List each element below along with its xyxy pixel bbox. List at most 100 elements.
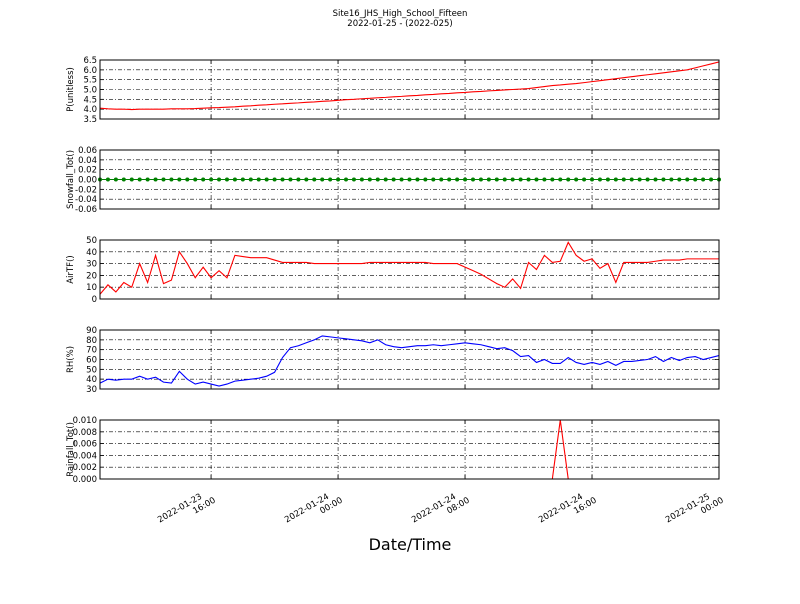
x-tick-label: 2022-01-2316:00	[156, 487, 217, 534]
x-axis-label: Date/Time	[369, 535, 452, 554]
y-axis-label: P(unitless)	[66, 67, 76, 112]
data-point	[280, 177, 285, 182]
y-tick-label: 0.00	[78, 176, 97, 186]
y-tick-label: 0.010	[73, 416, 97, 426]
data-point	[439, 177, 444, 182]
data-point	[201, 177, 206, 182]
data-point	[463, 177, 468, 182]
data-point	[447, 177, 452, 182]
y-tick-label: -0.04	[75, 195, 97, 205]
y-tick-label: 0.02	[78, 166, 97, 176]
data-point	[709, 177, 714, 182]
y-tick-label: 4.0	[83, 105, 97, 115]
y-axis-label: AirTF()	[66, 255, 76, 283]
data-point	[590, 177, 595, 182]
y-tick-label: 0	[92, 295, 97, 305]
data-point	[296, 177, 301, 182]
y-tick-label: 80	[86, 336, 97, 346]
x-tick-label: 2022-01-2500:00	[664, 487, 725, 534]
data-point	[209, 177, 214, 182]
y-tick-label: 0.04	[78, 156, 97, 166]
data-point	[550, 177, 555, 182]
data-point	[248, 177, 253, 182]
data-point	[605, 177, 610, 182]
y-tick-label: -0.06	[75, 205, 97, 215]
data-point	[328, 177, 333, 182]
data-point	[645, 177, 650, 182]
data-point	[701, 177, 706, 182]
data-point	[486, 177, 491, 182]
y-tick-label: 3.5	[83, 115, 97, 125]
data-point	[272, 177, 277, 182]
y-tick-label: 90	[86, 326, 97, 336]
data-point	[455, 177, 460, 182]
plot-frame	[99, 59, 720, 120]
y-axis-label: Snowfall_Tot()	[66, 150, 76, 209]
y-tick-label: 40	[86, 248, 97, 258]
data-point	[288, 177, 293, 182]
data-point	[669, 177, 674, 182]
data-point	[304, 177, 309, 182]
y-tick-label: 20	[86, 271, 97, 281]
data-point	[177, 177, 182, 182]
data-point	[582, 177, 587, 182]
y-axis-label: RH(%)	[66, 346, 76, 373]
data-point	[121, 177, 126, 182]
data-point	[359, 177, 364, 182]
data-point	[494, 177, 499, 182]
data-point	[407, 177, 412, 182]
data-point	[597, 177, 602, 182]
data-point	[320, 177, 325, 182]
data-point	[637, 177, 642, 182]
y-tick-label: 70	[86, 346, 97, 356]
data-point	[137, 177, 142, 182]
data-point	[653, 177, 658, 182]
y-tick-label: 6.0	[83, 66, 97, 76]
y-tick-label: 40	[86, 375, 97, 385]
data-point	[232, 177, 237, 182]
series-line	[100, 241, 719, 295]
data-point	[566, 177, 571, 182]
series-line	[100, 335, 719, 387]
x-tick-label: 2022-01-2408:00	[410, 487, 471, 534]
data-point	[169, 177, 174, 182]
y-tick-label: 0.006	[73, 440, 97, 450]
data-point	[344, 177, 349, 182]
data-point	[113, 177, 118, 182]
data-point	[217, 177, 222, 182]
plot-frame	[99, 239, 720, 300]
data-point	[240, 177, 245, 182]
data-point	[661, 177, 666, 182]
data-point	[161, 177, 166, 182]
y-tick-label: 0.002	[73, 463, 97, 473]
series-line	[100, 61, 719, 111]
data-point	[478, 177, 483, 182]
y-tick-label: 0.06	[78, 146, 97, 156]
y-tick-label: 0.000	[73, 475, 97, 485]
data-point	[518, 177, 523, 182]
data-point	[423, 177, 428, 182]
data-point	[351, 177, 356, 182]
data-point	[510, 177, 515, 182]
data-point	[399, 177, 404, 182]
y-tick-label: 5.0	[83, 86, 97, 96]
data-point	[153, 177, 158, 182]
data-point	[685, 177, 690, 182]
x-tick-label: 2022-01-2400:00	[283, 487, 344, 534]
data-point	[224, 177, 229, 182]
plot-frame	[99, 419, 720, 480]
y-tick-label: 5.5	[83, 76, 97, 86]
data-point	[629, 177, 634, 182]
y-tick-label: -0.02	[75, 185, 97, 195]
data-point	[502, 177, 507, 182]
data-point	[185, 177, 190, 182]
y-tick-label: 4.5	[83, 95, 97, 105]
data-point	[193, 177, 198, 182]
y-tick-label: 50	[86, 365, 97, 375]
data-point	[613, 177, 618, 182]
y-tick-label: 30	[86, 385, 97, 395]
x-tick-label: 2022-01-2416:00	[537, 487, 598, 534]
plot-frame	[99, 329, 720, 390]
